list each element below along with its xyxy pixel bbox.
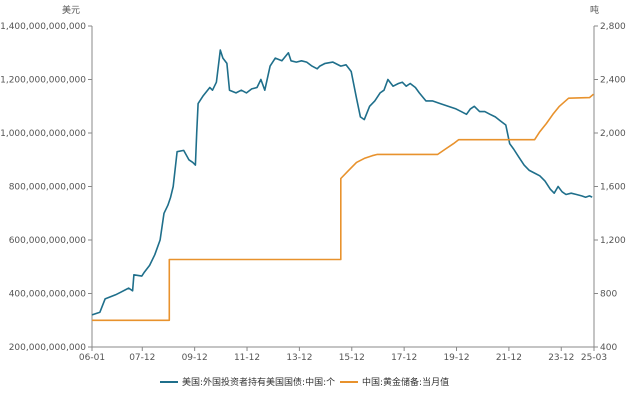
legend: 美国:外国投资者持有美国国债:中国:个 中国:黄金储备:当月值	[160, 376, 449, 388]
y-right-tick-label: 1,200	[600, 236, 626, 246]
y-left-tick-label: 1,400,000,000,000	[0, 22, 86, 32]
y-right-unit-label: 吨	[590, 4, 599, 16]
legend-label-us-treasury-china: 美国:外国投资者持有美国国债:中国:个	[182, 376, 335, 388]
y-left-tick-label: 1,200,000,000,000	[0, 76, 86, 86]
y-left-tick-labels: 200,000,000,000 400,000,000,000 600,000,00…	[0, 22, 92, 353]
y-left-tick-label: 1,000,000,000,000	[0, 129, 86, 139]
y-left-unit-label: 美元	[62, 4, 80, 16]
x-tick-label: 09-12	[182, 353, 208, 363]
x-tick-label: 15-12	[339, 353, 365, 363]
series-line-us-treasury-china	[91, 49, 593, 316]
y-left-tick-label: 600,000,000,000	[9, 236, 87, 246]
y-left-tick-label: 200,000,000,000	[9, 343, 87, 353]
x-tick-label: 13-12	[286, 353, 312, 363]
y-left-tick-label: 400,000,000,000	[9, 290, 87, 300]
y-right-tick-label: 400	[600, 343, 617, 353]
x-tick-label: 06-01	[79, 353, 105, 363]
legend-label-china-gold-reserve: 中国:黄金储备:当月值	[362, 376, 449, 388]
y-right-tick-labels: 400 800 1,200 1,600 2,000 2,400 2,800	[594, 22, 626, 353]
x-tick-label: 25-03	[581, 353, 607, 363]
x-tick-label: 17-12	[391, 353, 417, 363]
x-tick-label: 11-12	[234, 353, 260, 363]
y-left-tick-label: 800,000,000,000	[9, 183, 87, 193]
y-right-tick-label: 2,800	[600, 22, 626, 32]
series-line-china-gold-reserve	[92, 93, 595, 322]
y-right-tick-label: 1,600	[600, 183, 626, 193]
x-tick-label: 07-12	[129, 353, 155, 363]
x-tick-label: 23-12	[548, 353, 574, 363]
y-right-tick-label: 2,400	[600, 76, 626, 86]
x-tick-label: 21-12	[496, 353, 522, 363]
x-tick-labels: 06-01 07-12 09-12 11-12 13-12 15-12 17-12 19-12…	[79, 347, 607, 363]
y-right-tick-label: 2,000	[600, 129, 626, 139]
y-right-tick-label: 800	[600, 290, 617, 300]
x-tick-label: 19-12	[443, 353, 469, 363]
